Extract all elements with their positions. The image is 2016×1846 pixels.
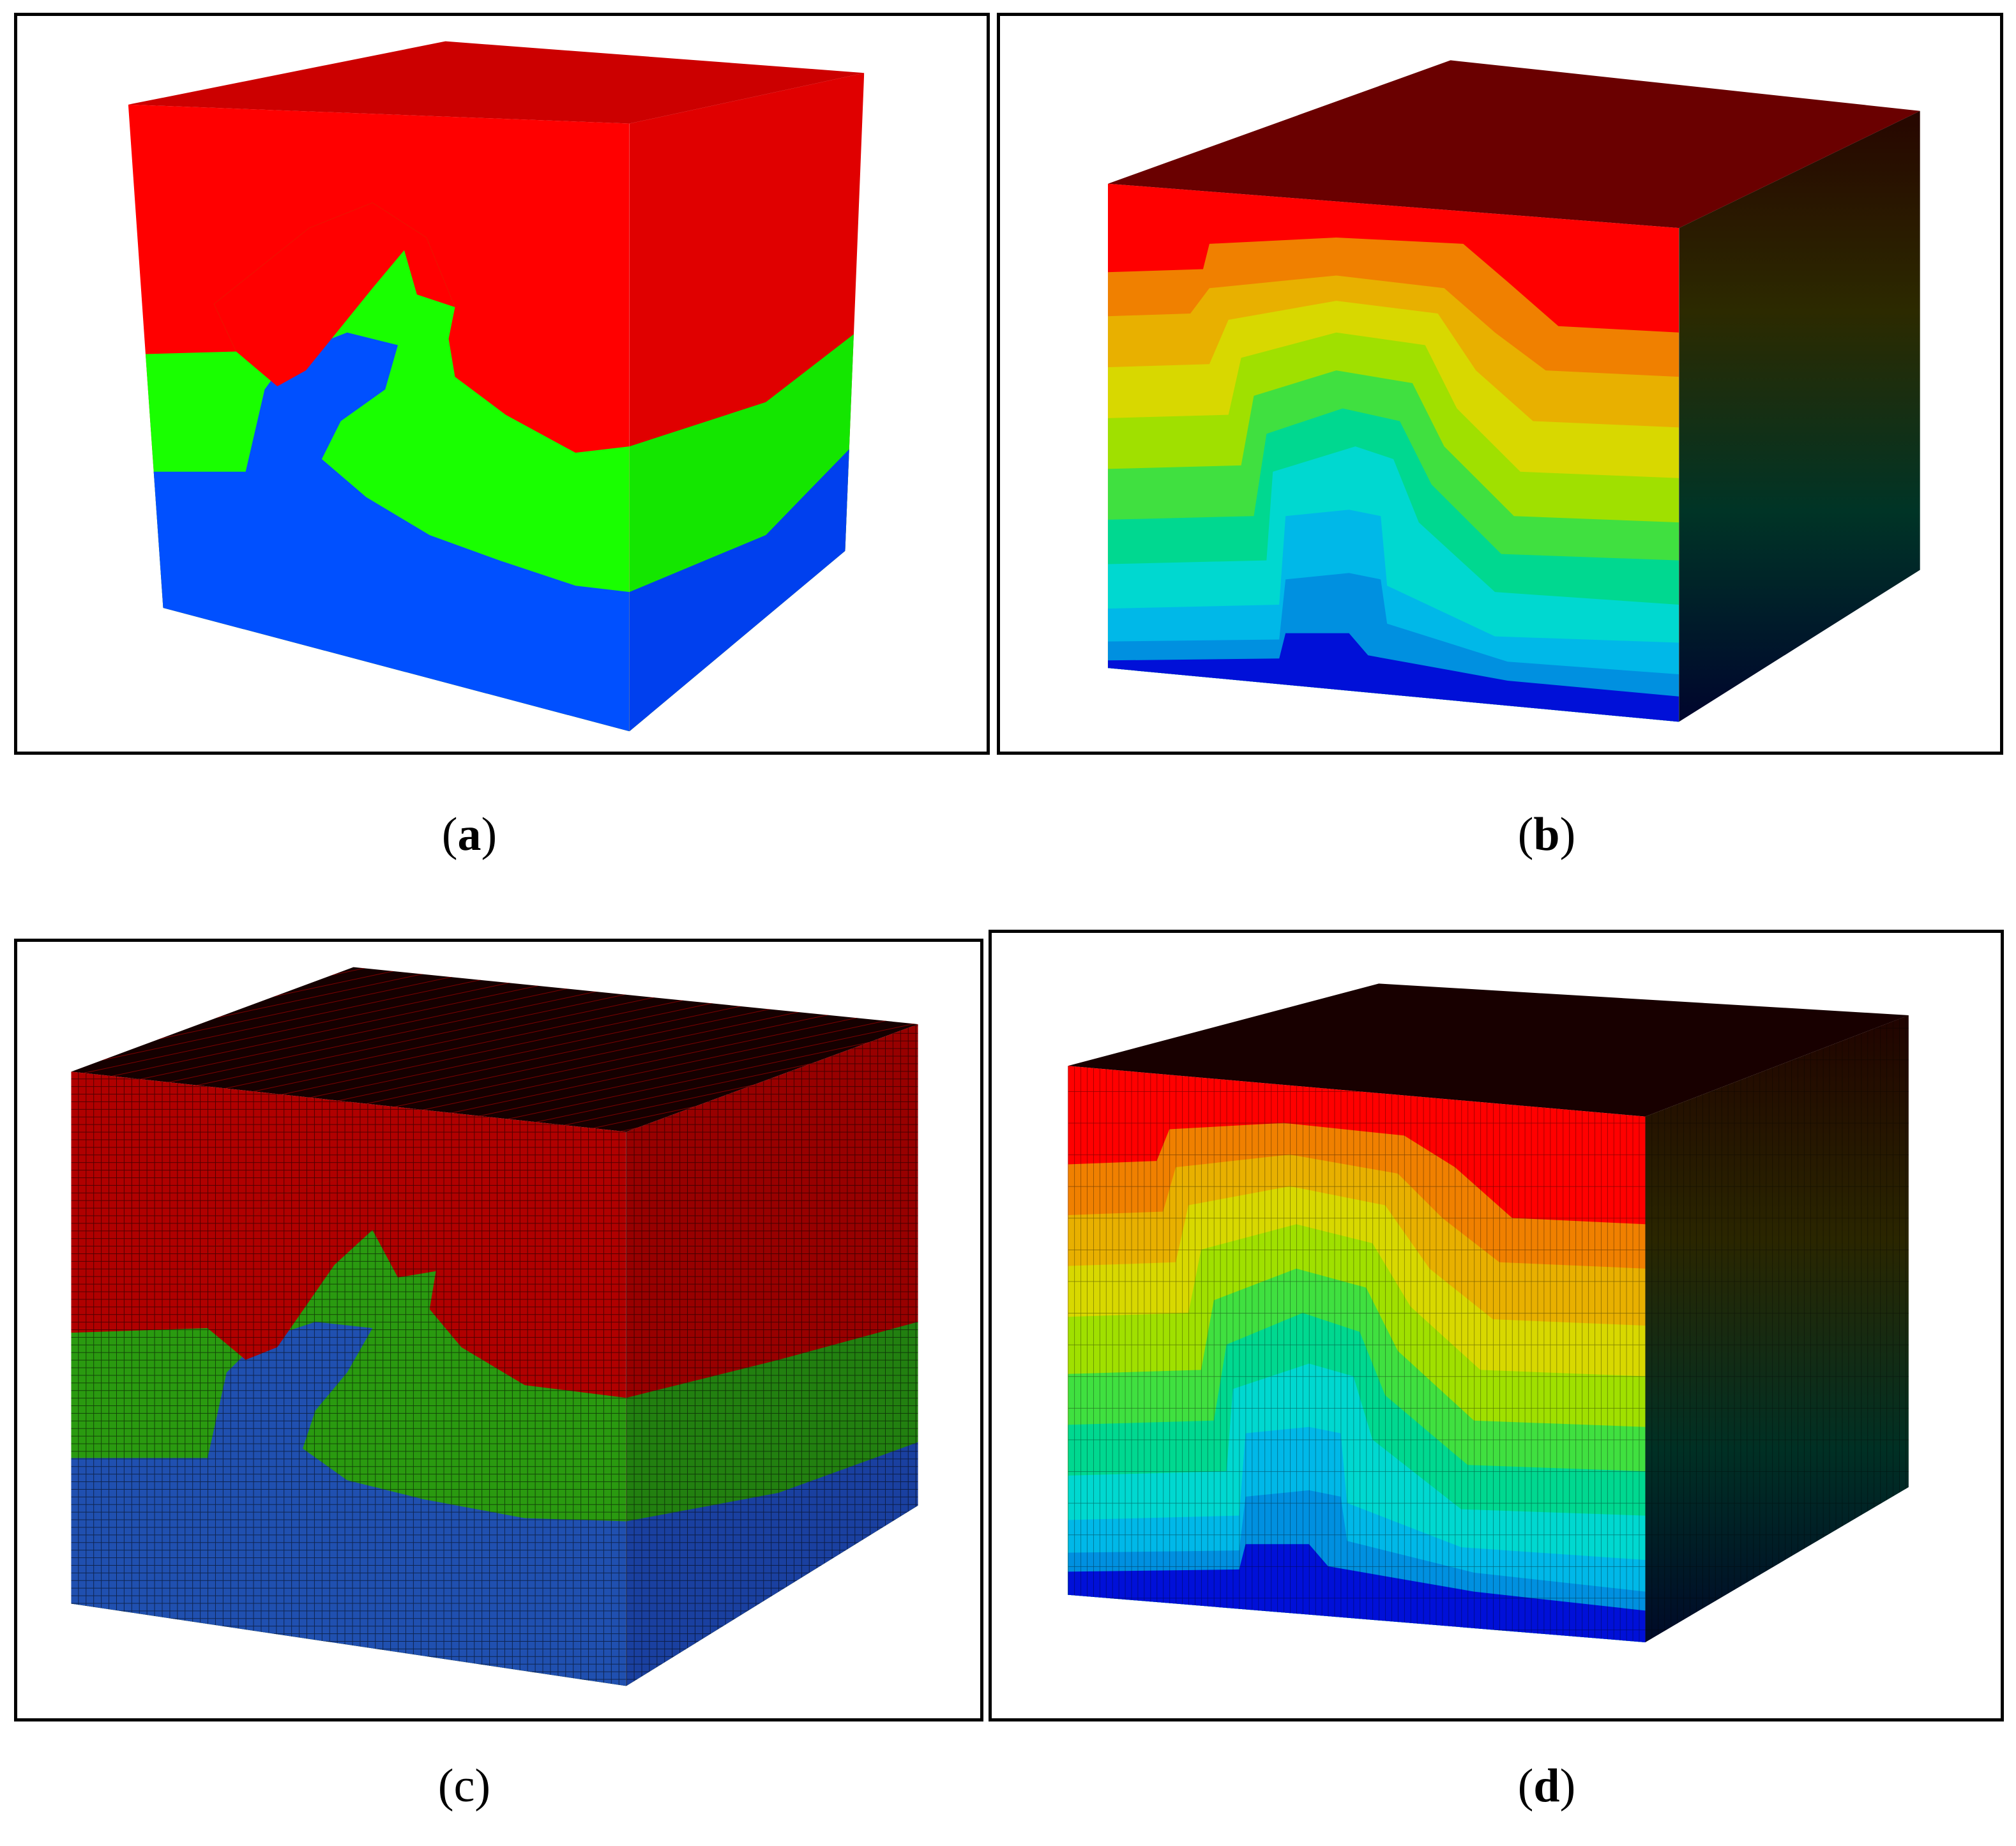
layered-block-a: [128, 41, 865, 732]
caption-a: (a): [441, 808, 497, 861]
top-face: [1107, 60, 1920, 229]
panel-b: [997, 13, 2003, 755]
layered-block-b: [1107, 60, 1920, 722]
caption-d: (d): [1517, 1760, 1576, 1812]
caption-c: (c): [437, 1760, 491, 1812]
top-face: [1068, 983, 1909, 1117]
panel-c: [14, 939, 983, 1721]
meshed-block-d: [1068, 983, 1909, 1642]
top-face: [128, 41, 865, 124]
side-face: [1645, 1015, 1909, 1642]
panel-d: [989, 930, 2004, 1721]
panel-a: [14, 13, 990, 755]
front-face: [71, 1071, 626, 1686]
caption-b: (b): [1517, 808, 1576, 861]
meshed-block-c: [71, 967, 918, 1686]
fold-inner-red: [213, 202, 455, 386]
